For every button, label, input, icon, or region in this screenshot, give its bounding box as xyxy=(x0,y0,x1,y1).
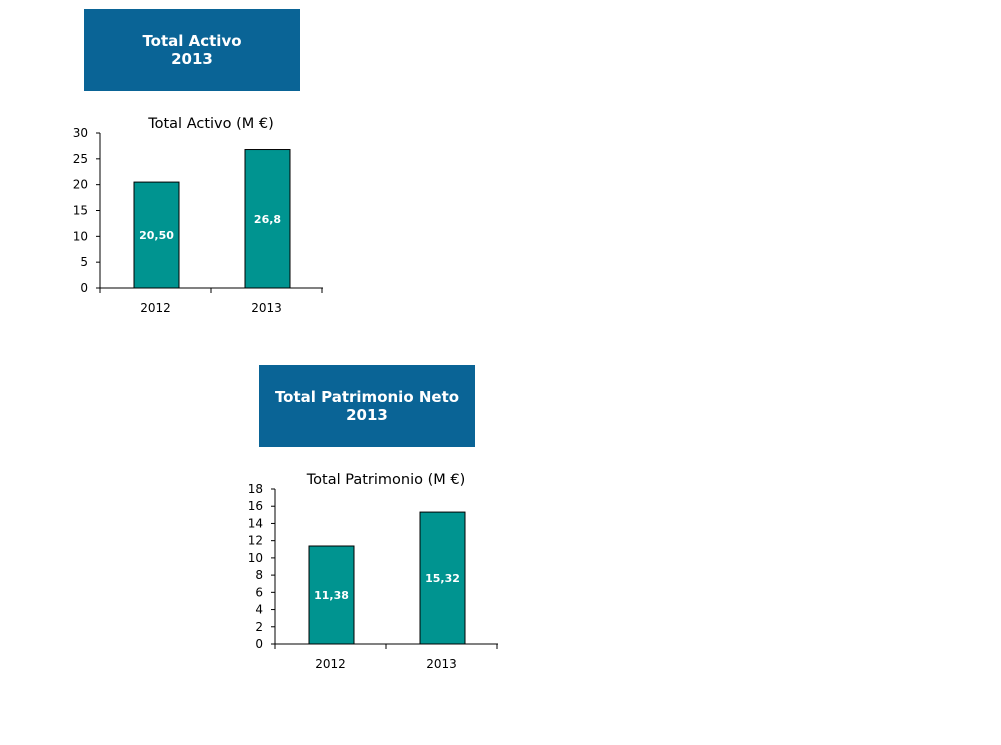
banner-year: 2013 xyxy=(171,50,213,68)
chart-title: Total Patrimonio (M €) xyxy=(306,472,465,488)
x-tick-label: 2012 xyxy=(315,657,346,671)
y-tick-label: 0 xyxy=(80,281,88,295)
banner-total-patrimonio-neto: Total Patrimonio Neto 2013 xyxy=(259,365,475,447)
banner-year: 2013 xyxy=(346,406,388,424)
chart-title: Total Activo (M €) xyxy=(147,116,274,132)
y-tick-label: 4 xyxy=(255,603,263,617)
chart-total-patrimonio: Total Patrimonio (M €) 0 2 4 6 8 10 12 14 16 18 11,… xyxy=(248,472,498,671)
banner-total-activo: Total Activo 2013 xyxy=(84,9,300,91)
y-tick-label: 5 xyxy=(80,255,88,269)
y-tick-label: 2 xyxy=(255,620,263,634)
y-tick-label: 18 xyxy=(248,482,263,496)
bar xyxy=(244,149,291,289)
x-tick-label: 2013 xyxy=(251,301,282,315)
banner-title: Total Patrimonio Neto xyxy=(274,388,460,406)
y-tick-label: 14 xyxy=(248,516,263,530)
y-tick-label: 0 xyxy=(255,637,263,651)
x-tick-label: 2012 xyxy=(140,301,171,315)
chart-total-activo: Total Activo (M €) 0 5 10 15 20 25 30 20,50 2012 2… xyxy=(73,116,323,315)
y-tick-label: 12 xyxy=(248,534,263,548)
bar xyxy=(308,545,355,645)
x-tick-label: 2013 xyxy=(426,657,457,671)
y-tick-label: 8 xyxy=(255,568,263,582)
y-tick-label: 20 xyxy=(73,178,88,192)
y-tick-label: 10 xyxy=(73,229,88,243)
bar-data-label: 26,8 xyxy=(254,213,281,226)
bar-data-label: 11,38 xyxy=(314,589,349,602)
bar-data-label: 15,32 xyxy=(425,572,460,585)
y-tick-label: 10 xyxy=(248,551,263,565)
y-tick-label: 25 xyxy=(73,152,88,166)
y-tick-label: 30 xyxy=(73,126,88,140)
y-tick-label: 16 xyxy=(248,499,263,513)
banner-title: Total Activo xyxy=(142,32,242,50)
bar xyxy=(133,181,180,289)
y-tick-label: 15 xyxy=(73,204,88,218)
y-tick-label: 6 xyxy=(255,585,263,599)
bar-data-label: 20,50 xyxy=(139,229,174,242)
bar xyxy=(419,511,466,645)
